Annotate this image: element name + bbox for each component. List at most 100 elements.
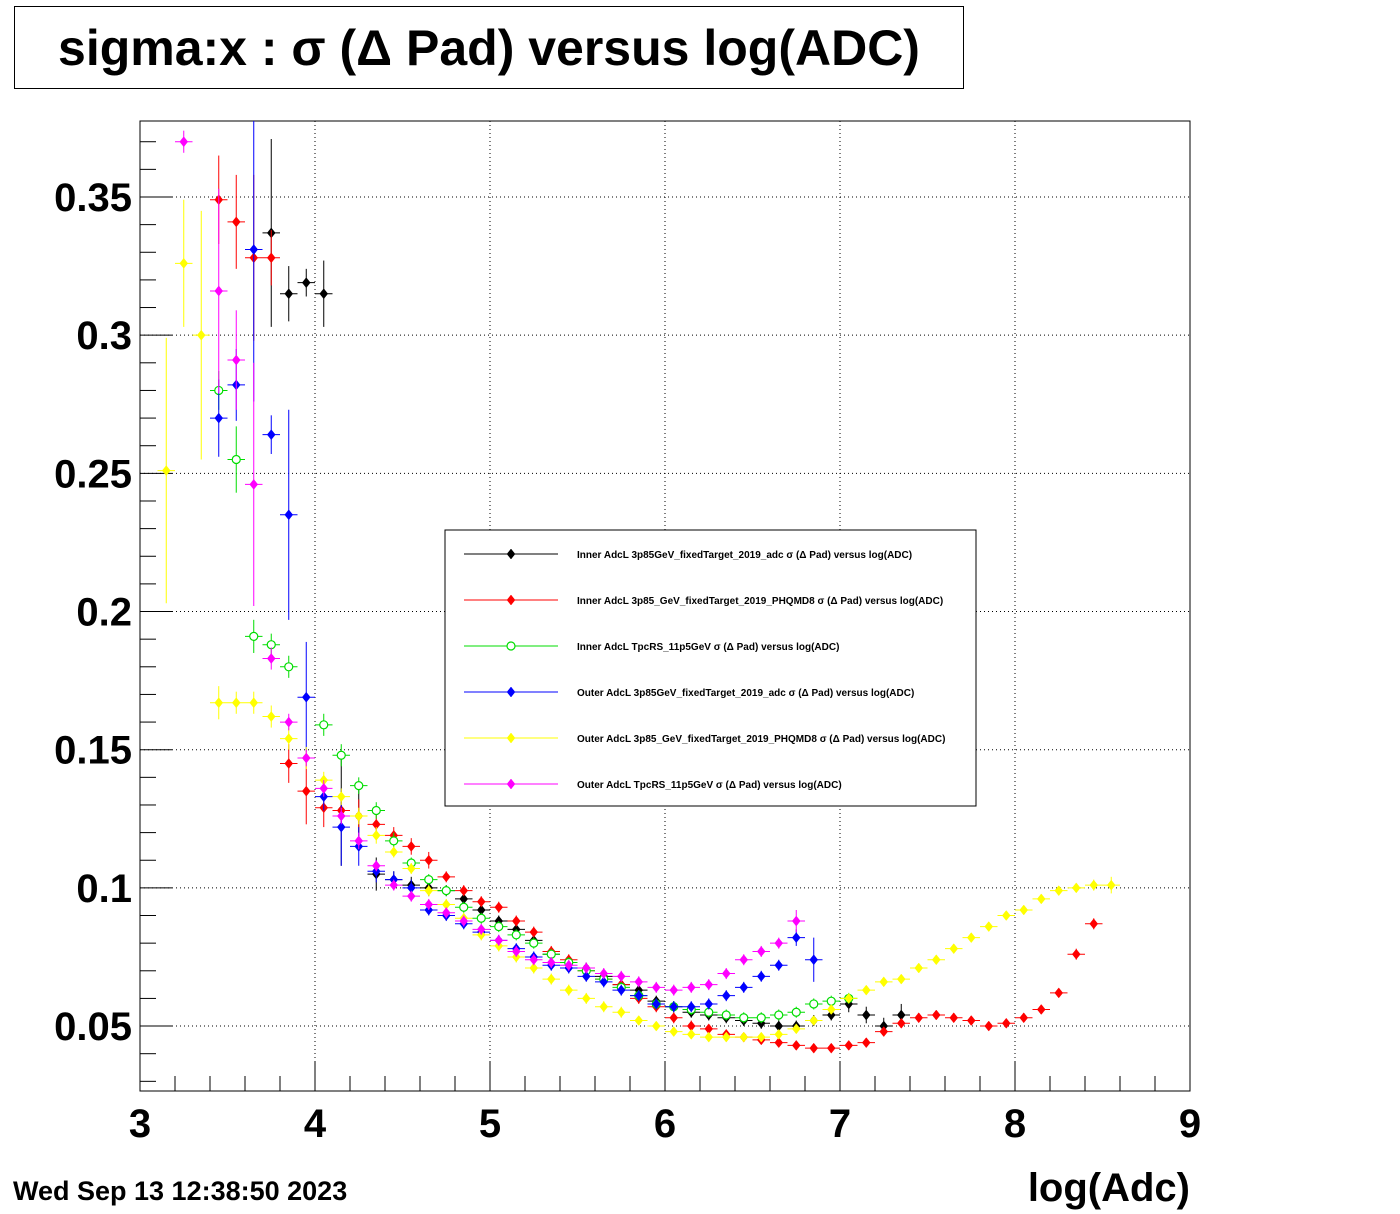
data-point: [721, 1010, 731, 1020]
data-point: [389, 879, 399, 891]
data-point: [354, 835, 364, 847]
data-point: [669, 984, 679, 996]
data-point: [249, 244, 259, 255]
data-point: [179, 257, 189, 269]
data-point: [424, 885, 434, 897]
legend-marker: [506, 686, 516, 698]
data-point: [284, 733, 294, 745]
data-point: [336, 750, 346, 760]
data-point: [791, 1007, 801, 1017]
data-point: [651, 981, 661, 993]
data-point: [546, 957, 556, 968]
chart-title: sigma:x : σ (Δ Pad) versus log(ADC): [58, 19, 920, 76]
y-tick-label: 0.25: [54, 452, 132, 496]
x-tick-label: 3: [129, 1102, 151, 1146]
x-tick-label: 5: [479, 1102, 501, 1146]
legend-label: Outer AdcL 3p85_GeV_fixedTarget_2019_PHQ…: [577, 734, 945, 745]
data-point: [581, 962, 591, 974]
data-point: [511, 930, 521, 940]
data-point: [756, 1013, 766, 1023]
legend-label: Inner AdcL TpcRS_11p5GeV σ (Δ Pad) versu…: [577, 642, 839, 653]
data-point: [459, 885, 469, 897]
data-point: [896, 973, 906, 985]
data-point: [844, 993, 854, 1004]
data-point: [861, 1009, 871, 1021]
data-point: [599, 976, 609, 988]
data-point: [319, 720, 329, 730]
data-point: [634, 976, 644, 988]
data-point: [301, 691, 311, 703]
legend-entry-5: Outer AdcL 3p85_GeV_fixedTarget_2019_PHQ…: [464, 732, 945, 745]
legend-label: Inner AdcL 3p85_GeV_fixedTarget_2019_PHQ…: [577, 596, 943, 607]
data-point: [774, 959, 784, 971]
data-point: [651, 1020, 661, 1032]
data-point: [231, 216, 241, 228]
data-point: [529, 954, 539, 966]
data-point: [826, 1004, 836, 1015]
data-point: [266, 653, 276, 664]
data-point: [266, 429, 276, 441]
data-point: [301, 277, 311, 289]
data-point: [669, 1012, 679, 1024]
data-point: [266, 252, 276, 264]
data-point: [459, 915, 469, 927]
data-point: [1054, 987, 1064, 999]
data-point: [879, 1026, 889, 1037]
data-point: [389, 836, 399, 846]
x-axis-label: log(Adc): [1028, 1166, 1190, 1210]
x-tick-label: 7: [829, 1102, 851, 1146]
data-point: [756, 946, 766, 957]
legend-marker: [506, 778, 516, 790]
data-point: [424, 874, 434, 885]
data-point: [931, 954, 941, 966]
data-point: [1106, 879, 1116, 891]
data-point: [546, 973, 556, 985]
data-point: [214, 412, 224, 424]
data-point: [686, 1028, 696, 1040]
data-point: [249, 697, 259, 709]
data-point: [756, 1031, 766, 1043]
data-point: [336, 791, 346, 803]
data-point: [179, 136, 189, 148]
data-point: [791, 932, 801, 944]
data-point: [406, 841, 416, 852]
data-point: [1054, 885, 1064, 897]
data-point: [599, 968, 609, 979]
data-point: [739, 1013, 749, 1023]
data-point: [896, 1017, 906, 1029]
data-point: [231, 354, 241, 366]
data-point: [301, 752, 311, 764]
data-point: [476, 923, 486, 935]
legend-box: [444, 529, 977, 807]
legend-label: Outer AdcL 3p85GeV_fixedTarget_2019_adc …: [577, 688, 914, 699]
data-point: [984, 1020, 994, 1032]
data-point: [791, 1040, 801, 1051]
data-point: [704, 998, 714, 1010]
data-point: [371, 860, 381, 872]
data-point: [406, 890, 416, 902]
data-point: [319, 782, 329, 794]
data-point: [739, 954, 749, 966]
data-point: [319, 288, 329, 300]
data-point: [809, 954, 819, 966]
data-point: [1071, 948, 1081, 960]
data-point: [721, 1031, 731, 1043]
data-point: [1036, 893, 1046, 905]
data-point: [809, 1042, 819, 1054]
series-5: [157, 199, 1120, 1043]
data-point: [424, 854, 434, 866]
data-point: [371, 805, 381, 816]
data-point: [686, 1001, 696, 1013]
data-point: [424, 899, 434, 910]
data-point: [949, 943, 959, 955]
x-tick-label: 6: [654, 1102, 676, 1146]
data-point: [249, 631, 259, 641]
data-point: [774, 1037, 784, 1049]
data-point: [564, 959, 574, 971]
y-tick-label: 0.1: [76, 867, 132, 911]
data-point: [529, 926, 539, 938]
data-point: [459, 902, 469, 912]
data-point: [616, 970, 626, 982]
legend-marker: [506, 548, 516, 560]
